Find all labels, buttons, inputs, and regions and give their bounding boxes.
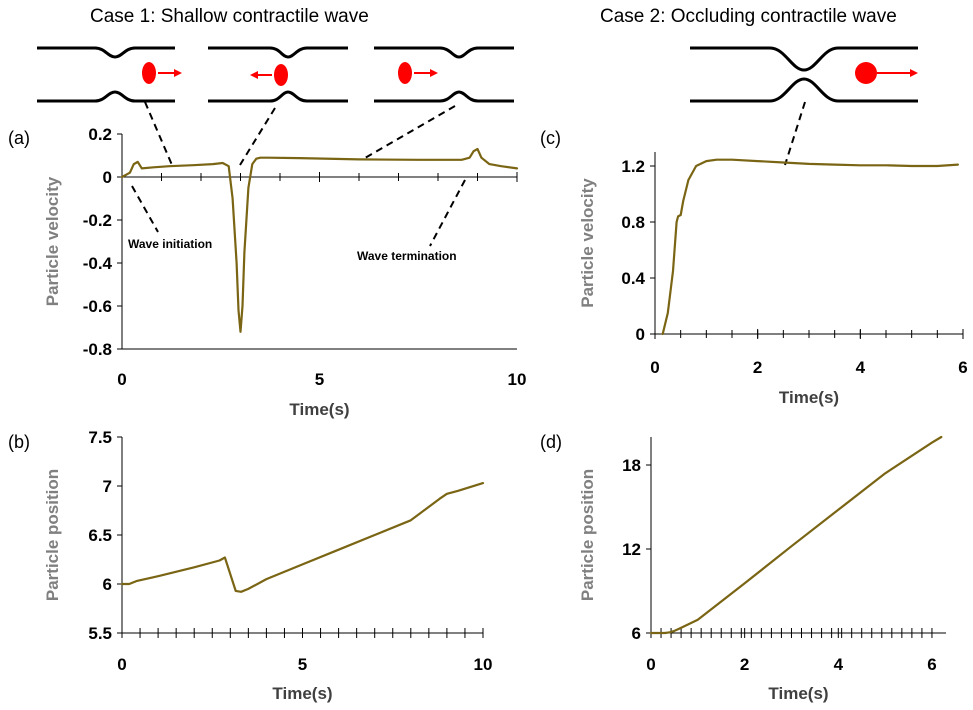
y-tick-label: 0.4 bbox=[621, 269, 645, 288]
x-tick-label: 5 bbox=[315, 370, 324, 389]
y-axis-title: Particle velocity bbox=[578, 178, 597, 308]
callout-line bbox=[784, 101, 806, 166]
y-tick-label: 0.8 bbox=[621, 213, 645, 232]
panel-label: (c) bbox=[540, 128, 561, 148]
x-tick-label: 10 bbox=[508, 370, 527, 389]
vessel-schematic-3 bbox=[374, 46, 514, 103]
x-axis-title: Time(s) bbox=[779, 388, 839, 407]
series-line bbox=[661, 158, 959, 336]
x-tick-label: 5 bbox=[298, 655, 307, 674]
series-line bbox=[120, 147, 519, 333]
chart-panel-b: (b) 5.5 6 6.5 7 7.5 0 5 10 Time(s) Particle positi… bbox=[8, 428, 492, 703]
y-tick-label: -0.4 bbox=[83, 254, 113, 273]
y-tick-label: 18 bbox=[622, 456, 641, 475]
callout-line bbox=[239, 107, 276, 166]
series-line bbox=[120, 482, 485, 593]
chart-panel-d: (d) 6 12 18 0 2 4 6 Time(s) Particle position bbox=[540, 432, 946, 703]
x-tick-label: 4 bbox=[856, 358, 866, 377]
y-axis-title: Particle velocity bbox=[43, 176, 62, 306]
y-tick-label: 6 bbox=[632, 624, 641, 643]
vessel-schematic-4 bbox=[690, 46, 918, 103]
chart-panel-c: (c) 0 0.4 0.8 1.2 0 2 4 6 Time(s) Particle velocit… bbox=[540, 128, 968, 407]
y-tick-label: 7 bbox=[103, 477, 112, 496]
y-tick-label: 6.5 bbox=[88, 526, 112, 545]
y-tick-label: 5.5 bbox=[88, 624, 112, 643]
annotation-wave-initiation: Wave initiation bbox=[128, 237, 212, 251]
y-tick-label: 6 bbox=[103, 575, 112, 594]
particle-marker bbox=[142, 62, 156, 84]
y-tick-label: 0 bbox=[103, 168, 112, 187]
x-tick-label: 2 bbox=[753, 358, 762, 377]
y-axis-title: Particle position bbox=[578, 469, 597, 601]
panel-label: (a) bbox=[8, 128, 30, 148]
x-tick-label: 2 bbox=[740, 655, 749, 674]
y-axis-title: Particle position bbox=[43, 469, 62, 601]
vessel-schematic-2 bbox=[208, 46, 348, 103]
x-axis-title: Time(s) bbox=[768, 684, 828, 703]
x-axis-title: Time(s) bbox=[272, 684, 332, 703]
y-tick-label: 1.2 bbox=[621, 157, 645, 176]
x-tick-label: 6 bbox=[958, 358, 967, 377]
y-tick-label: 0 bbox=[636, 325, 645, 344]
callout-line bbox=[131, 185, 159, 233]
panel-label: (b) bbox=[8, 432, 30, 452]
callout-line bbox=[364, 105, 456, 159]
panel-label: (d) bbox=[540, 432, 562, 452]
particle-marker bbox=[398, 62, 412, 84]
x-tick-label: 6 bbox=[927, 655, 936, 674]
particle-marker bbox=[855, 62, 877, 84]
callout-line bbox=[144, 101, 173, 166]
y-tick-label: -0.8 bbox=[83, 340, 112, 359]
x-tick-label: 0 bbox=[650, 358, 659, 377]
x-axis-title: Time(s) bbox=[289, 400, 349, 419]
series-line bbox=[649, 435, 943, 635]
x-tick-label: 0 bbox=[646, 655, 655, 674]
particle-marker bbox=[274, 64, 288, 86]
x-tick-label: 0 bbox=[117, 370, 126, 389]
case2-title: Case 2: Occluding contractile wave bbox=[600, 6, 897, 27]
callout-line bbox=[429, 179, 466, 247]
x-tick-label: 0 bbox=[117, 655, 126, 674]
y-tick-label: -0.2 bbox=[83, 211, 112, 230]
y-tick-label: 7.5 bbox=[88, 428, 112, 447]
y-tick-label: 12 bbox=[622, 540, 641, 559]
chart-panel-a: (a) -0.8 -0.6 -0.4 -0.2 0 0.2 0 5 10 Time(s) Partic… bbox=[8, 125, 526, 419]
vessel-schematic-1 bbox=[37, 46, 182, 103]
annotation-wave-termination: Wave termination bbox=[357, 249, 457, 263]
y-tick-label: 0.2 bbox=[88, 125, 112, 144]
x-tick-label: 4 bbox=[834, 655, 844, 674]
y-tick-label: -0.6 bbox=[83, 297, 112, 316]
x-tick-label: 10 bbox=[474, 655, 493, 674]
case1-title: Case 1: Shallow contractile wave bbox=[90, 6, 369, 27]
